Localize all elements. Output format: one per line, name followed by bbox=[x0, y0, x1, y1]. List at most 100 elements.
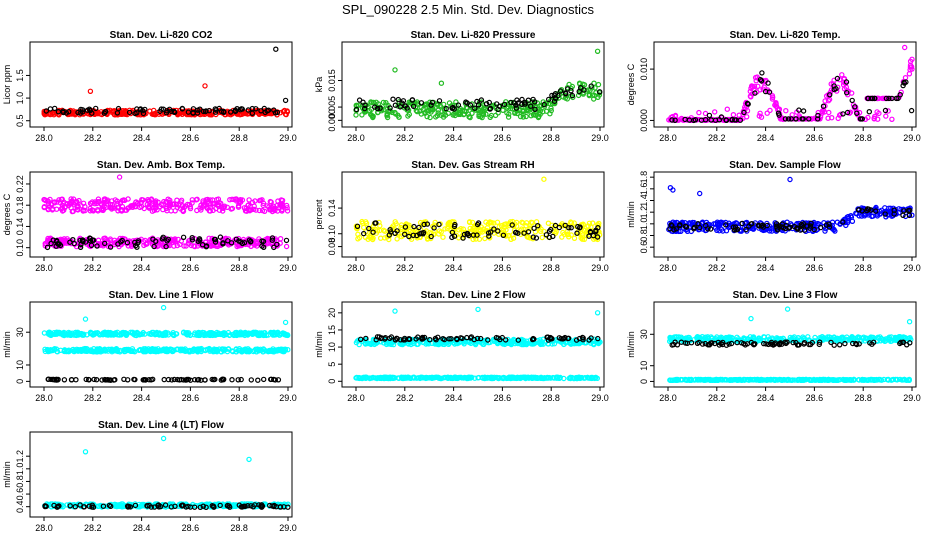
x-tick-label: 29.0 bbox=[591, 393, 609, 403]
data-point bbox=[696, 109, 702, 116]
data-point bbox=[180, 234, 187, 240]
y-tick-label: 0.010 bbox=[639, 58, 649, 81]
data-point bbox=[524, 106, 530, 113]
data-point bbox=[210, 200, 216, 207]
data-point bbox=[747, 93, 754, 99]
data-point bbox=[669, 117, 675, 123]
outlier-point bbox=[787, 176, 793, 183]
x-tick-label: 28.6 bbox=[494, 393, 512, 403]
data-point bbox=[486, 99, 492, 106]
data-point bbox=[885, 108, 891, 114]
data-point bbox=[501, 101, 508, 108]
panel-title: Stan. Dev. Line 2 Flow bbox=[421, 290, 526, 301]
data-point bbox=[170, 201, 176, 208]
data-point bbox=[258, 108, 264, 114]
data-point bbox=[571, 235, 578, 241]
outlier-point bbox=[475, 306, 481, 313]
data-point bbox=[361, 108, 368, 114]
data-point bbox=[261, 376, 267, 383]
y-tick-label: 0.000 bbox=[639, 109, 649, 132]
data-point bbox=[843, 79, 850, 85]
data-point bbox=[551, 98, 558, 104]
data-point bbox=[359, 112, 365, 118]
x-tick-label: 29.0 bbox=[591, 133, 609, 143]
data-point bbox=[557, 88, 564, 94]
data-point bbox=[737, 117, 744, 123]
data-point bbox=[581, 87, 587, 93]
data-point bbox=[171, 109, 178, 116]
y-tick-label: 0.015 bbox=[327, 69, 337, 92]
y-axis-label: degrees C bbox=[626, 63, 636, 105]
data-point bbox=[901, 80, 908, 86]
data-point bbox=[530, 96, 536, 103]
data-point bbox=[179, 106, 186, 112]
data-point bbox=[751, 83, 758, 90]
series-upper-band bbox=[41, 196, 291, 215]
data-point bbox=[418, 100, 425, 106]
data-point bbox=[369, 99, 375, 106]
data-point bbox=[271, 205, 277, 212]
data-point bbox=[247, 207, 253, 213]
x-tick-label: 28.6 bbox=[806, 393, 824, 403]
plot-frame bbox=[29, 171, 293, 258]
data-point bbox=[213, 196, 220, 203]
series-overlay bbox=[43, 105, 281, 117]
data-point bbox=[546, 96, 552, 103]
data-point bbox=[718, 114, 725, 120]
x-tick-label: 28.4 bbox=[445, 263, 463, 273]
y-tick-label: 1.0 bbox=[15, 92, 25, 105]
series-lower-band bbox=[353, 374, 601, 382]
data-point bbox=[774, 103, 780, 110]
data-point bbox=[429, 99, 435, 106]
data-point bbox=[161, 376, 167, 383]
data-point bbox=[119, 197, 126, 204]
outlier-point bbox=[116, 174, 123, 180]
plot-frame bbox=[341, 171, 605, 258]
data-point bbox=[799, 116, 805, 122]
data-point bbox=[847, 109, 854, 115]
series-bulk bbox=[666, 56, 915, 124]
x-tick-label: 28.8 bbox=[854, 263, 872, 273]
x-tick-label: 28.8 bbox=[230, 393, 248, 403]
data-point bbox=[796, 113, 803, 119]
data-point bbox=[868, 95, 874, 102]
x-tick-label: 28.8 bbox=[542, 133, 560, 143]
data-point bbox=[98, 200, 105, 207]
y-axis-label: kPa bbox=[314, 77, 324, 93]
data-point bbox=[826, 109, 832, 116]
data-point bbox=[808, 116, 814, 122]
data-point bbox=[200, 108, 207, 115]
y-tick-label: 15 bbox=[327, 325, 337, 335]
y-axis-label: percent bbox=[314, 199, 324, 230]
data-point bbox=[151, 205, 157, 211]
data-point bbox=[844, 109, 851, 116]
panel-title: Stan. Dev. Li-820 Pressure bbox=[411, 30, 536, 41]
y-tick-label: 0.10 bbox=[15, 239, 25, 257]
data-point bbox=[73, 377, 79, 383]
data-point bbox=[895, 95, 901, 102]
x-tick-label: 28.6 bbox=[182, 263, 200, 273]
data-point bbox=[692, 117, 699, 123]
outlier-point bbox=[594, 310, 601, 316]
data-point bbox=[115, 105, 122, 112]
data-point bbox=[504, 105, 510, 111]
data-point bbox=[907, 58, 914, 65]
data-point bbox=[194, 196, 200, 202]
data-point bbox=[591, 80, 597, 86]
data-point bbox=[461, 111, 467, 117]
data-point bbox=[122, 197, 128, 204]
data-point bbox=[757, 76, 764, 83]
x-tick-label: 28.4 bbox=[445, 393, 463, 403]
data-point bbox=[227, 109, 234, 115]
data-point bbox=[259, 110, 265, 116]
data-point bbox=[166, 106, 173, 113]
data-point bbox=[686, 117, 693, 123]
outlier-point bbox=[273, 46, 279, 52]
data-point bbox=[189, 197, 195, 203]
data-point bbox=[539, 234, 545, 241]
data-point bbox=[284, 208, 291, 214]
panel-4: Stan. Dev. Amb. Box Temp.degrees C28.0 28… bbox=[2, 160, 297, 273]
data-point bbox=[897, 91, 903, 98]
